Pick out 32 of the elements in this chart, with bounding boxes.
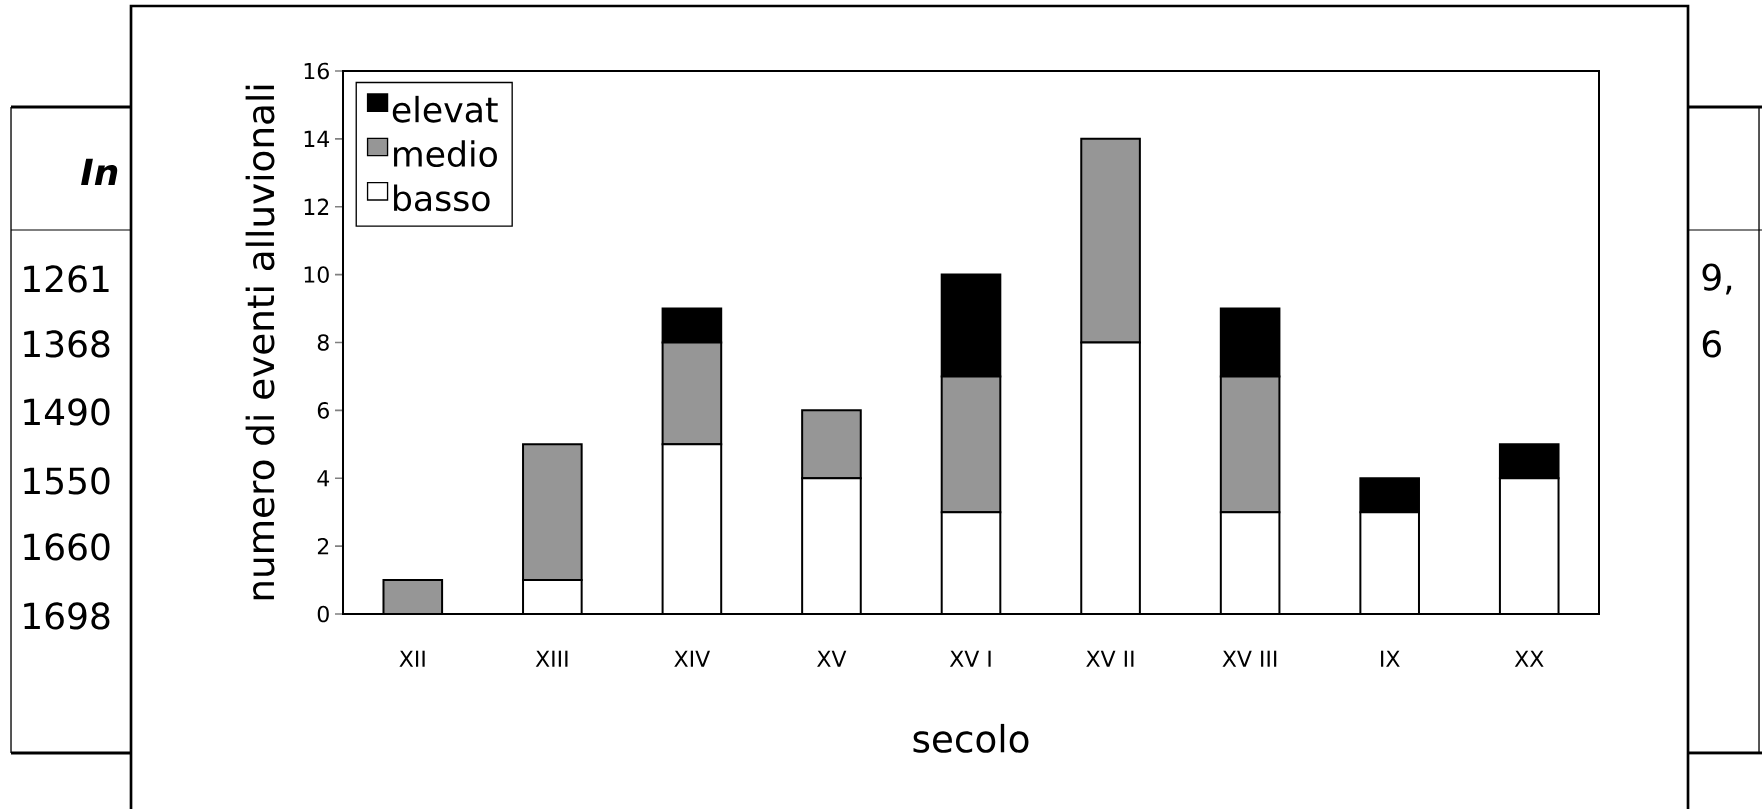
legend-label: medio <box>394 140 497 168</box>
x-tick-label: XX <box>1514 650 1544 667</box>
x-tick-label: XV III <box>1222 650 1277 667</box>
text: 6 <box>1702 330 1721 358</box>
x-tick-label: XIV <box>674 650 711 667</box>
text: 1368 <box>24 330 110 358</box>
y-tick-label: 14 <box>304 130 330 147</box>
x-axis-title: secolo <box>913 723 1029 753</box>
y-tick-label: 16 <box>304 62 329 80</box>
x-tick-label: XV I <box>949 650 991 667</box>
x-tick-label: XV II <box>1086 650 1134 667</box>
text: 9, <box>1702 263 1732 295</box>
text: 1550 <box>24 467 110 495</box>
y-tick-label: 0 <box>317 605 329 623</box>
legend-label: basso <box>394 184 490 212</box>
legend-label: elevat <box>392 95 498 123</box>
y-tick-label: 12 <box>304 198 329 215</box>
y-tick-label: 2 <box>317 537 329 555</box>
x-tick-label: XIII <box>535 650 568 667</box>
y-tick-label: 8 <box>317 334 329 351</box>
text: 1261 <box>24 265 109 293</box>
y-tick-label: 6 <box>317 402 329 419</box>
y-tick-label: 10 <box>304 266 329 283</box>
x-tick-label: IX <box>1381 650 1400 667</box>
y-axis-title: numero di eventi alluvionali <box>245 85 275 600</box>
text: In <box>81 158 118 186</box>
x-tick-label: XII <box>399 650 425 667</box>
text: 1490 <box>24 398 110 426</box>
x-tick-label: XV <box>817 650 847 667</box>
text: 1698 <box>24 602 110 630</box>
text: 1660 <box>24 533 110 561</box>
y-tick-label: 4 <box>317 470 330 487</box>
